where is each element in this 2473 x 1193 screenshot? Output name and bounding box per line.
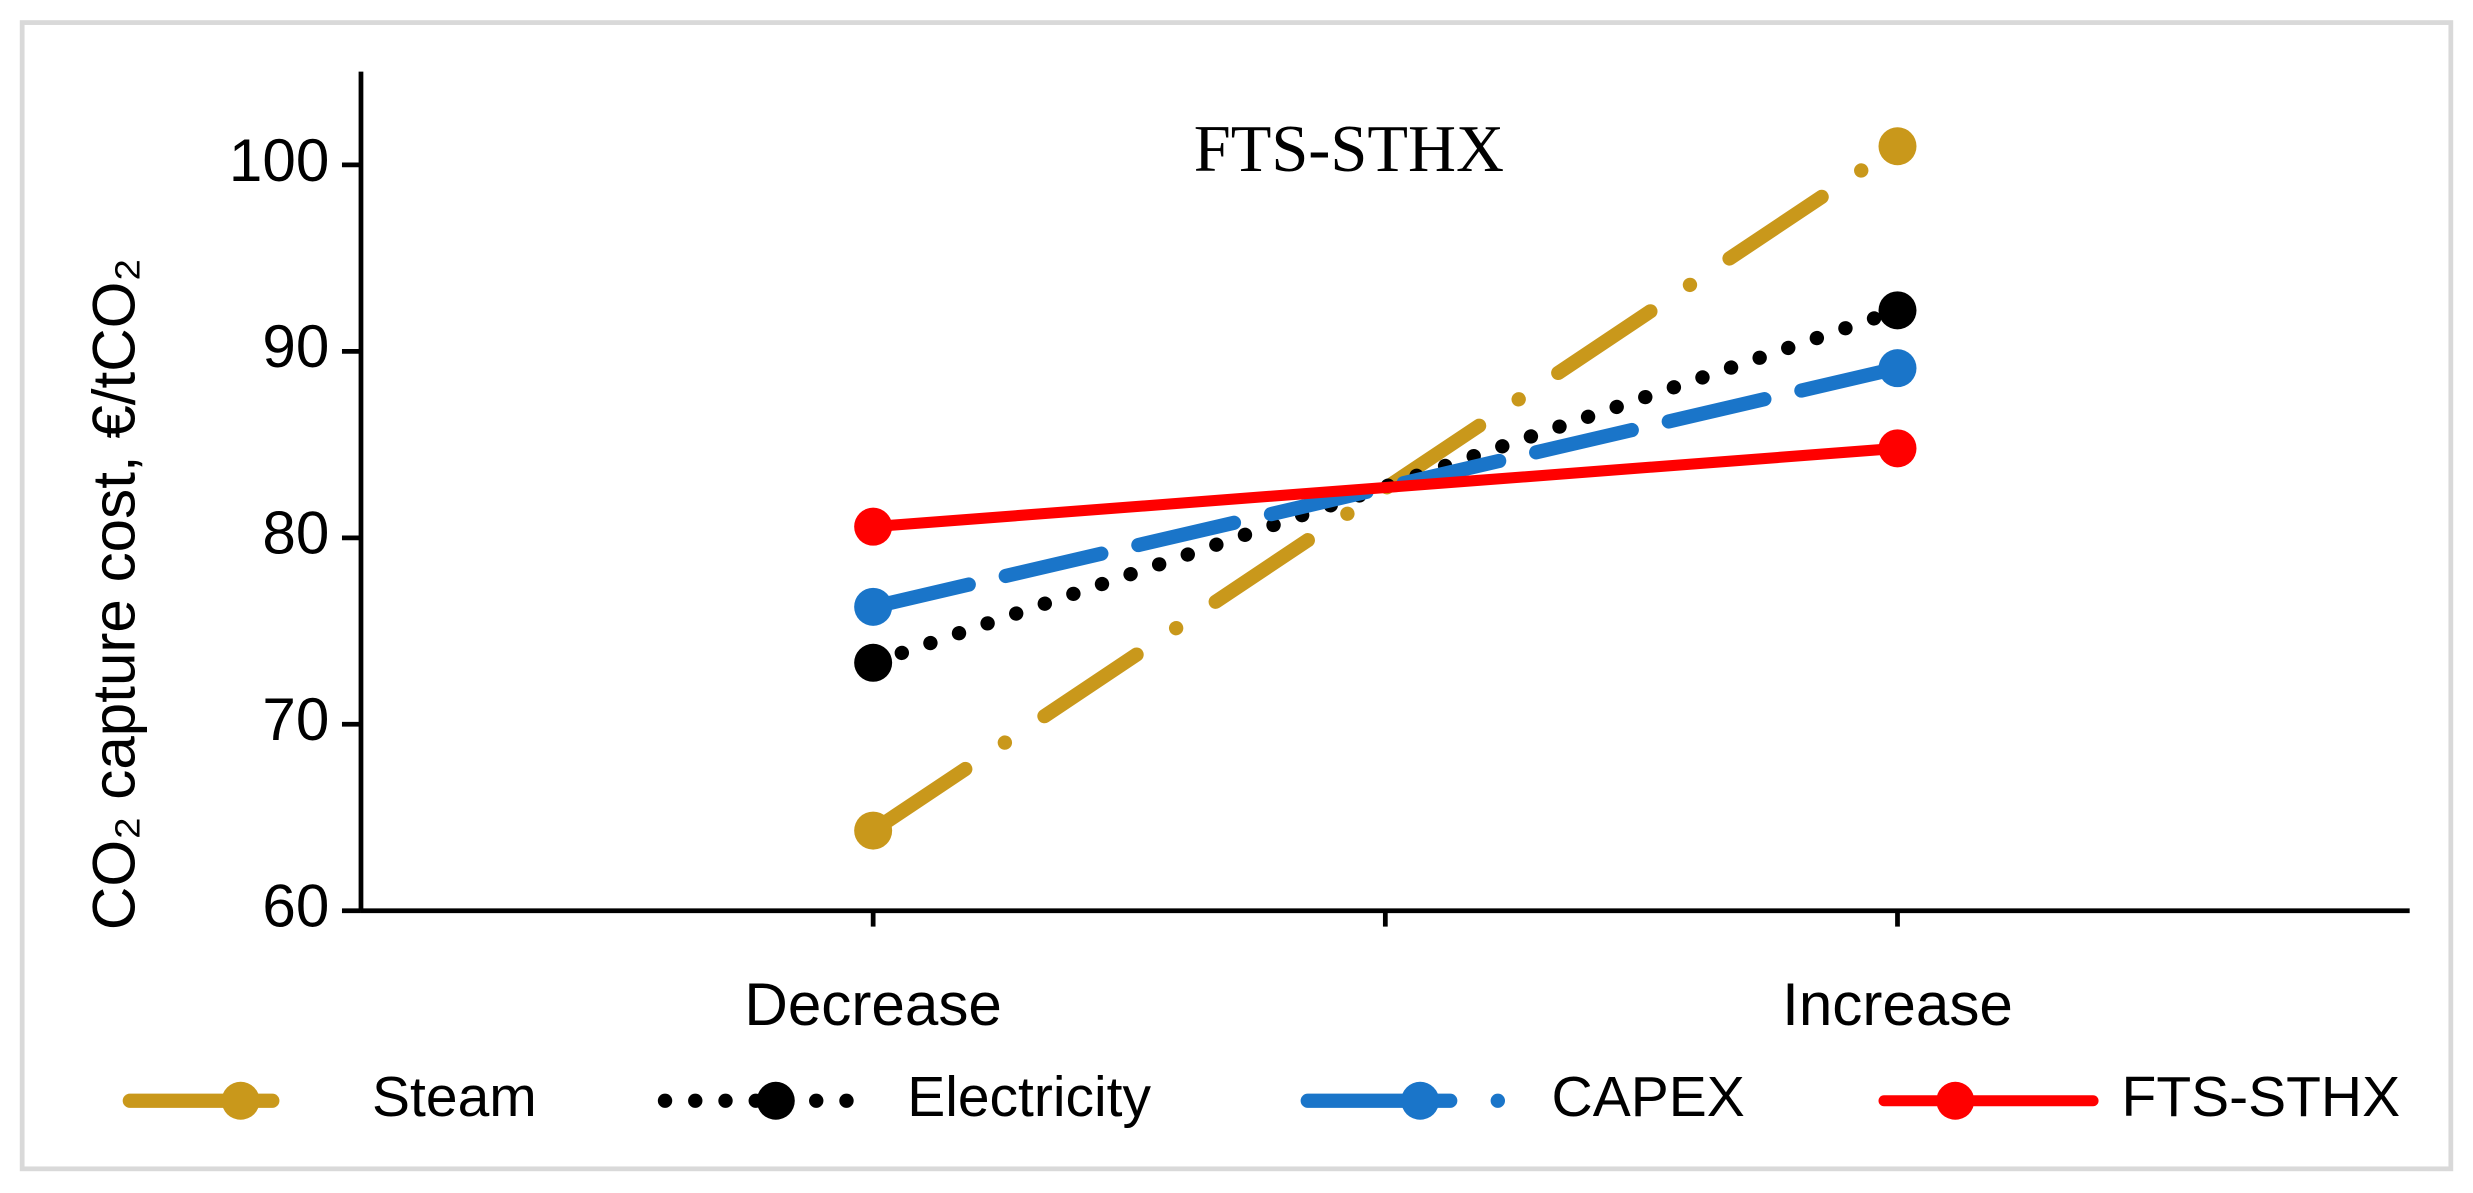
legend-label: Steam bbox=[372, 1065, 537, 1129]
legend-label: CAPEX bbox=[1552, 1065, 1745, 1129]
chart-title: FTS-STHX bbox=[1194, 113, 1504, 186]
y-tick-label: 100 bbox=[229, 127, 329, 194]
y-tick-label: 70 bbox=[262, 686, 329, 753]
data-point bbox=[854, 811, 893, 850]
data-point bbox=[854, 643, 893, 682]
y-tick-label: 80 bbox=[262, 500, 329, 567]
data-point bbox=[854, 587, 893, 626]
series-line bbox=[866, 361, 1905, 614]
y-tick-label: 60 bbox=[262, 873, 329, 940]
legend-marker bbox=[1401, 1081, 1440, 1120]
data-point bbox=[854, 507, 893, 546]
legend-label: FTS-STHX bbox=[2122, 1065, 2401, 1129]
legend-label: Electricity bbox=[907, 1065, 1151, 1129]
legend-marker bbox=[221, 1081, 260, 1120]
legend-marker bbox=[756, 1081, 795, 1120]
data-point bbox=[1878, 349, 1917, 388]
data-point bbox=[1878, 429, 1917, 468]
data-point bbox=[1878, 291, 1917, 330]
x-tick-label: Increase bbox=[1782, 971, 2013, 1038]
y-tick-label: 90 bbox=[262, 313, 329, 380]
legend-marker bbox=[1936, 1081, 1975, 1120]
x-tick-label: Decrease bbox=[744, 971, 1001, 1038]
data-point bbox=[1878, 127, 1917, 166]
y-axis-label: CO₂ capture cost, €/tCO₂ bbox=[81, 258, 148, 930]
series-line bbox=[867, 442, 1904, 533]
